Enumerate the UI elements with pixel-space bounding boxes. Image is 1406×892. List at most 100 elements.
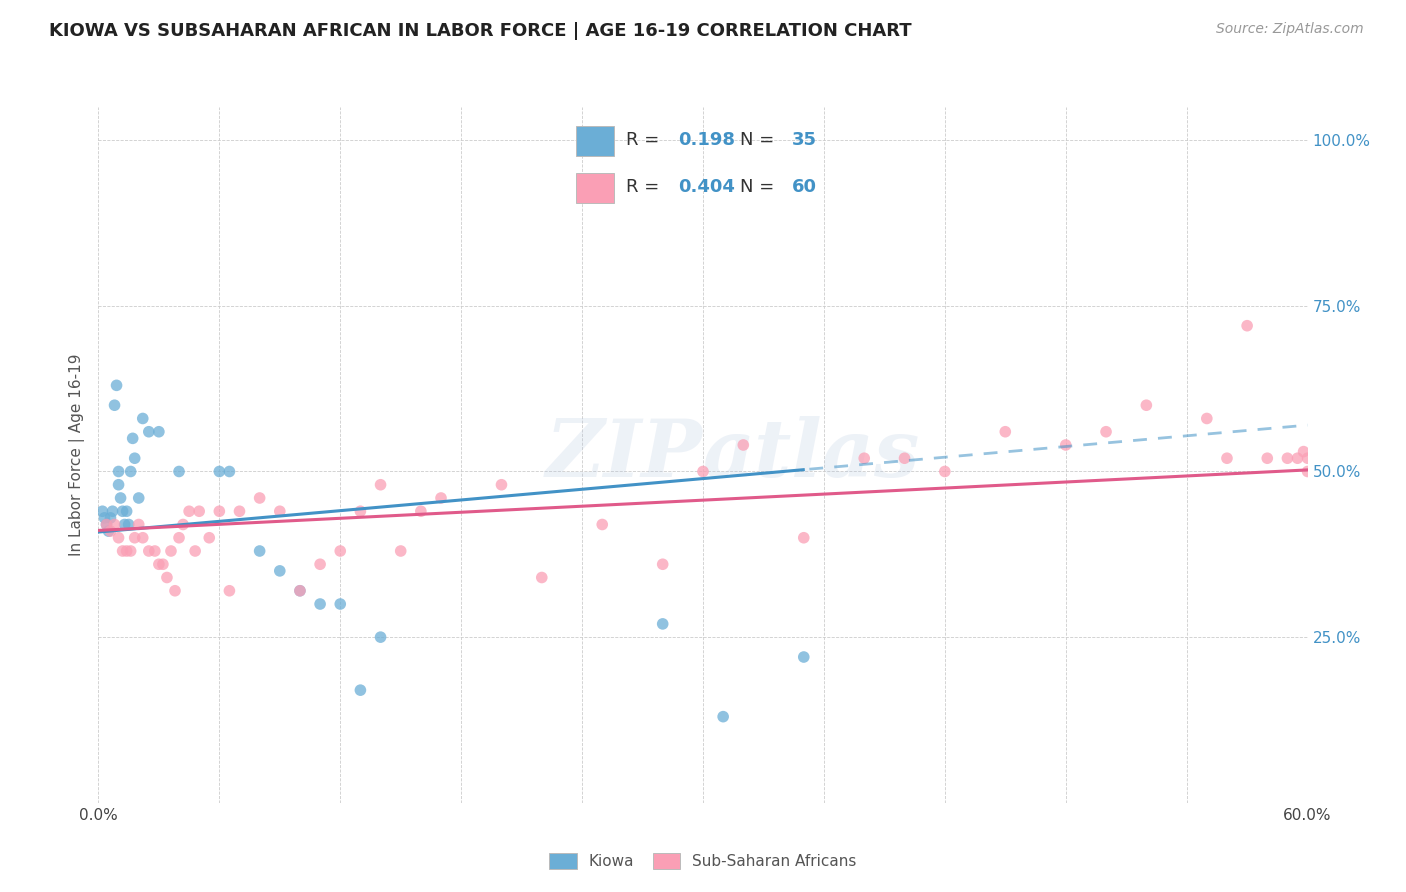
Point bbox=[711, 709, 734, 723]
Point bbox=[249, 491, 271, 505]
Point bbox=[111, 544, 134, 558]
Point bbox=[132, 411, 155, 425]
Point bbox=[1296, 465, 1319, 479]
Point bbox=[208, 465, 231, 479]
Text: atlas: atlas bbox=[703, 417, 921, 493]
Point bbox=[184, 544, 207, 558]
Point bbox=[692, 465, 714, 479]
Point bbox=[530, 570, 553, 584]
Point bbox=[349, 683, 371, 698]
Point bbox=[853, 451, 876, 466]
Point bbox=[249, 544, 271, 558]
Point bbox=[105, 378, 128, 392]
Text: KIOWA VS SUBSAHARAN AFRICAN IN LABOR FORCE | AGE 16-19 CORRELATION CHART: KIOWA VS SUBSAHARAN AFRICAN IN LABOR FOR… bbox=[49, 22, 912, 40]
Legend: Kiowa, Sub-Saharan Africans: Kiowa, Sub-Saharan Africans bbox=[543, 847, 863, 875]
Point bbox=[124, 451, 146, 466]
Point bbox=[118, 517, 141, 532]
Point bbox=[128, 491, 150, 505]
Point bbox=[91, 504, 114, 518]
Point bbox=[288, 583, 311, 598]
Point bbox=[114, 517, 136, 532]
Point bbox=[228, 504, 250, 518]
Point bbox=[1195, 411, 1218, 425]
Point bbox=[793, 531, 815, 545]
Point bbox=[370, 630, 392, 644]
Point bbox=[591, 517, 613, 532]
Point bbox=[1216, 451, 1239, 466]
Point bbox=[179, 504, 201, 518]
Point bbox=[93, 511, 115, 525]
Point bbox=[269, 504, 291, 518]
Point bbox=[120, 465, 142, 479]
Point bbox=[651, 558, 673, 572]
Point bbox=[152, 558, 174, 572]
Point bbox=[132, 531, 155, 545]
Point bbox=[148, 558, 170, 572]
Point bbox=[329, 544, 352, 558]
Point bbox=[309, 558, 332, 572]
Point bbox=[107, 531, 129, 545]
Point bbox=[121, 431, 143, 445]
Point bbox=[96, 517, 118, 532]
Point bbox=[309, 597, 332, 611]
Point bbox=[163, 583, 186, 598]
Point bbox=[143, 544, 166, 558]
Point bbox=[1296, 451, 1319, 466]
Point bbox=[1277, 451, 1299, 466]
Point bbox=[156, 570, 179, 584]
Point bbox=[111, 504, 134, 518]
Point bbox=[1095, 425, 1118, 439]
Point bbox=[1054, 438, 1077, 452]
Point bbox=[96, 517, 118, 532]
Point bbox=[107, 477, 129, 491]
Point bbox=[100, 524, 122, 538]
Point bbox=[120, 544, 142, 558]
Point bbox=[101, 504, 124, 518]
Point bbox=[110, 491, 132, 505]
Point bbox=[491, 477, 513, 491]
Point bbox=[167, 465, 190, 479]
Point bbox=[409, 504, 432, 518]
Point bbox=[1236, 318, 1258, 333]
Point bbox=[1292, 444, 1315, 458]
Point bbox=[651, 616, 673, 631]
Point bbox=[124, 531, 146, 545]
Point bbox=[893, 451, 915, 466]
Point bbox=[994, 425, 1017, 439]
Point bbox=[934, 465, 956, 479]
Point bbox=[1135, 398, 1157, 412]
Point bbox=[167, 531, 190, 545]
Text: Source: ZipAtlas.com: Source: ZipAtlas.com bbox=[1216, 22, 1364, 37]
Point bbox=[100, 511, 122, 525]
Point bbox=[269, 564, 291, 578]
Point bbox=[349, 504, 371, 518]
Point bbox=[160, 544, 183, 558]
Point bbox=[389, 544, 412, 558]
Point bbox=[115, 544, 138, 558]
Point bbox=[138, 544, 160, 558]
Point bbox=[288, 583, 311, 598]
Point bbox=[115, 504, 138, 518]
Point bbox=[208, 504, 231, 518]
Point bbox=[97, 524, 120, 538]
Text: ZIP: ZIP bbox=[546, 417, 703, 493]
Point bbox=[188, 504, 211, 518]
Point bbox=[430, 491, 453, 505]
Point bbox=[148, 425, 170, 439]
Point bbox=[1286, 451, 1309, 466]
Point bbox=[1256, 451, 1278, 466]
Point bbox=[218, 465, 240, 479]
Point bbox=[138, 425, 160, 439]
Point bbox=[370, 477, 392, 491]
Point bbox=[128, 517, 150, 532]
Point bbox=[103, 517, 125, 532]
Point bbox=[103, 398, 125, 412]
Point bbox=[172, 517, 194, 532]
Point bbox=[793, 650, 815, 665]
Point bbox=[733, 438, 755, 452]
Point bbox=[329, 597, 352, 611]
Y-axis label: In Labor Force | Age 16-19: In Labor Force | Age 16-19 bbox=[69, 353, 86, 557]
Point bbox=[198, 531, 221, 545]
Point bbox=[107, 465, 129, 479]
Point bbox=[218, 583, 240, 598]
